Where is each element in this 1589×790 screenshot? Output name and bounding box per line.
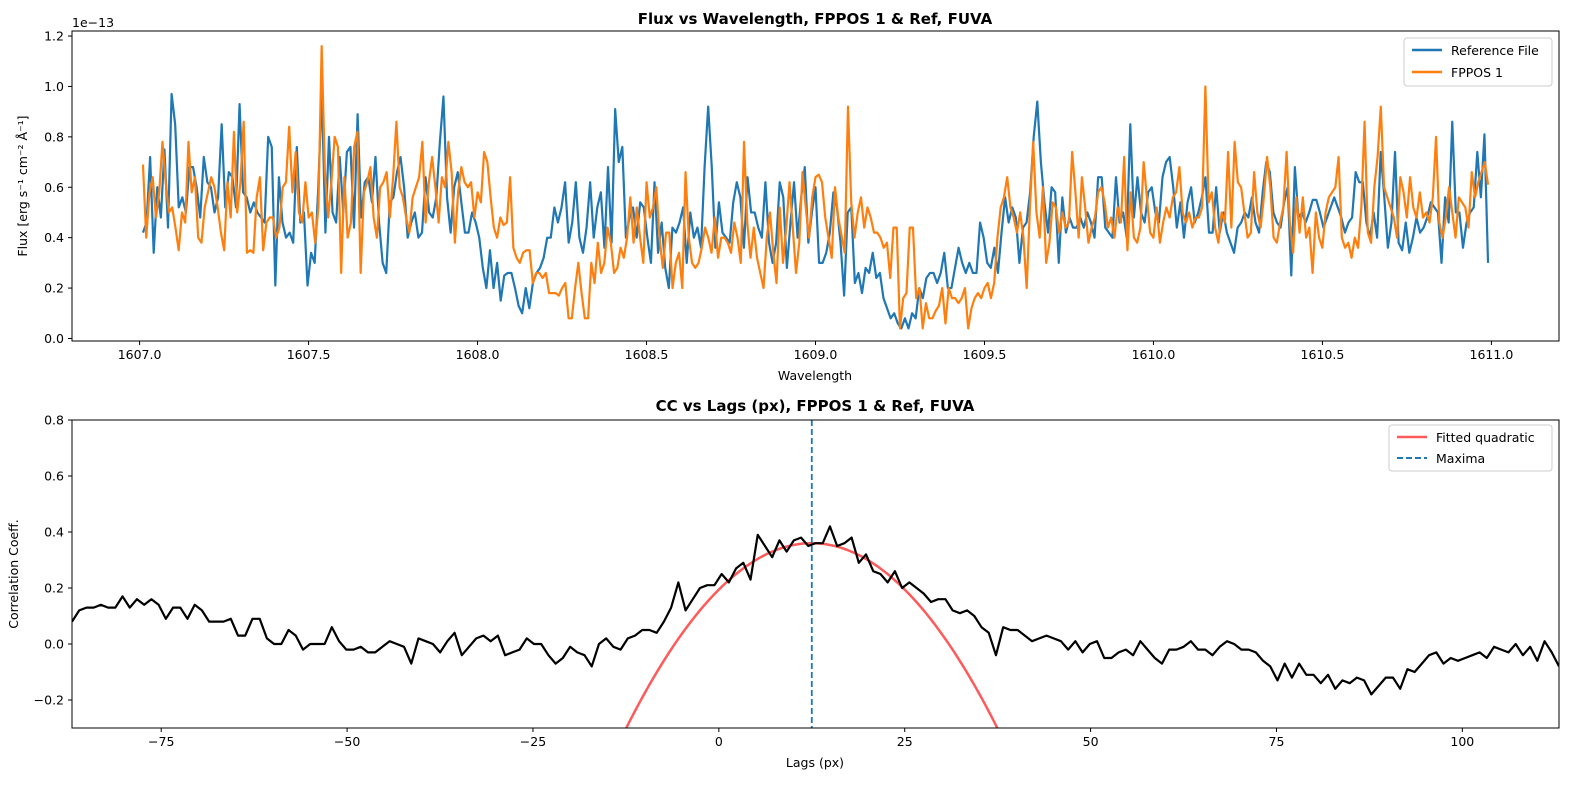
flux-x-tick-label: 1609.0 [794,347,838,362]
flux-x-tick-label: 1611.0 [1470,347,1514,362]
cc-y-tick-label: −0.2 [34,693,64,708]
flux-x-tick-label: 1608.0 [456,347,500,362]
flux-axes-frame [71,30,1560,342]
flux-legend: Reference File FPPOS 1 [1403,37,1553,87]
cc-x-tick-label: 0 [715,734,723,749]
cc-y-tick-label: 0.0 [44,637,64,652]
cc-chart-title: CC vs Lags (px), FPPOS 1 & Ref, FUVA [656,397,975,415]
cc-y-tick-label: 0.6 [44,469,64,484]
flux-y-axis-label: Flux [erg s⁻¹ cm⁻² Å⁻¹] [15,115,30,256]
flux-y-tick-label: 0.6 [44,180,64,195]
flux-x-axis-label: Wavelength [778,368,852,383]
flux-panel: Flux vs Wavelength, FPPOS 1 & Ref, FUVA … [15,10,1560,383]
flux-x-tick-label: 1609.5 [963,347,1007,362]
flux-y-tick-label: 1.0 [44,79,64,94]
flux-plot-area [141,45,1490,330]
flux-y-tick-label: 0.2 [44,281,64,296]
cc-x-tick-label: 100 [1450,734,1474,749]
cc-legend-box [1388,424,1553,472]
cc-x-axis-label: Lags (px) [786,755,844,770]
cc-legend: Fitted quadratic Maxima [1388,424,1553,472]
cc-axes-frame [71,419,1560,729]
cross-correlation-line [72,525,1559,696]
flux-ticks: 1607.0 1607.5 1608.0 1608.5 1609.0 1609.5 1610… [44,29,1513,362]
legend-quadratic-label: Fitted quadratic [1436,430,1535,445]
cc-ticks: −75 −50 −25 0 25 50 75 100 −0.2 0.0 0.2 0.4 0.6 0.8 [34,413,1475,750]
cc-y-axis-label: Correlation Coeff. [6,519,21,629]
cc-y-tick-label: 0.8 [44,413,64,428]
flux-y-offset-text: 1e−13 [72,15,114,30]
flux-y-tick-label: 0.0 [44,331,64,346]
legend-maxima-label: Maxima [1436,451,1485,466]
cc-x-tick-label: 75 [1269,734,1285,749]
cc-plot-area [72,420,1559,728]
flux-chart-title: Flux vs Wavelength, FPPOS 1 & Ref, FUVA [638,10,993,28]
flux-x-tick-label: 1607.0 [118,347,162,362]
flux-y-tick-label: 1.2 [44,29,64,44]
reference-file-series-line [141,90,1490,330]
cc-y-tick-label: 0.2 [44,581,64,596]
flux-x-tick-label: 1610.5 [1301,347,1345,362]
cc-x-tick-label: 25 [897,734,913,749]
fppos1-series-line [141,45,1490,330]
flux-y-tick-label: 0.4 [44,230,64,245]
legend-reference-label: Reference File [1451,43,1539,58]
fitted-quadratic-curve [624,541,999,728]
flux-x-tick-label: 1608.5 [625,347,669,362]
cc-x-tick-label: −50 [334,734,360,749]
cc-x-tick-label: −75 [148,734,174,749]
flux-x-tick-label: 1607.5 [287,347,331,362]
flux-x-tick-label: 1610.0 [1132,347,1176,362]
cc-x-tick-label: −25 [520,734,546,749]
cc-panel: CC vs Lags (px), FPPOS 1 & Ref, FUVA −75… [6,397,1560,770]
cc-y-tick-label: 0.4 [44,525,64,540]
flux-y-tick-label: 0.8 [44,129,64,144]
cc-x-tick-label: 50 [1083,734,1099,749]
legend-fppos-label: FPPOS 1 [1451,65,1503,80]
